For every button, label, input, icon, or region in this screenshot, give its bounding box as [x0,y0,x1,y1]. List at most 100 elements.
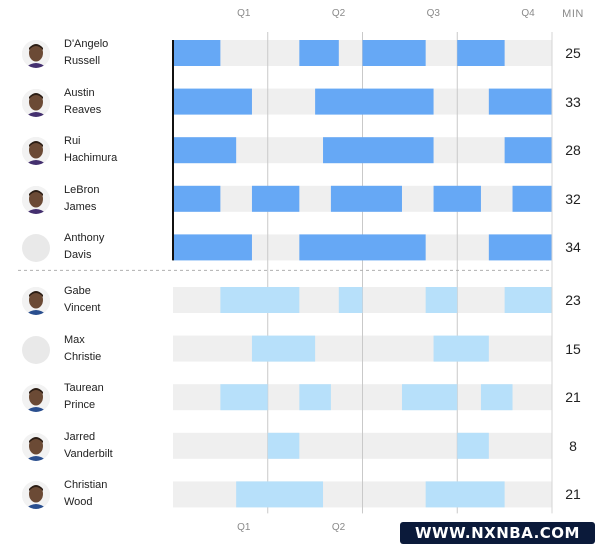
player-last-name: Vanderbilt [64,447,113,460]
player-headshot-icon [22,137,50,166]
player-last-name: Christie [64,350,102,363]
player-minutes: 23 [565,292,581,308]
player-row: Taurean Prince [22,380,172,420]
player-row: Anthony Davis [22,230,172,270]
player-name: Jarred Vanderbilt [64,429,174,463]
stint-bar [488,234,552,261]
stint-bar [425,287,458,313]
player-minutes: 25 [565,45,581,61]
stint-bar [433,185,481,212]
player-row: Austin Reaves [22,85,172,125]
stint-bar [504,137,552,164]
stint-bar [251,185,300,212]
stint-bar [362,40,426,66]
player-last-name: Hachimura [64,152,118,165]
stint-bar [504,287,552,313]
player-first-name: Anthony [64,232,105,245]
player-last-name: Prince [64,399,96,412]
stint-bar [251,335,316,362]
stint-bar [433,335,489,362]
stint-bar [220,287,300,313]
player-minutes: 34 [565,239,581,256]
player-minutes: 32 [565,190,581,207]
quarter-label-top: Q1 [237,8,251,19]
stint-bar [299,40,339,66]
stint-bar [299,384,331,411]
player-headshot-icon [22,335,50,364]
player-minutes: 21 [565,389,581,406]
player-first-name: Taurean [64,382,104,395]
stint-bar [488,88,552,115]
player-row: LeBron James [22,182,172,222]
player-name: Max Christie [64,332,174,366]
stint-bar [220,384,268,411]
stint-bar [315,88,434,115]
player-name: Rui Hachimura [64,133,174,167]
stint-bar [425,481,505,508]
player-last-name: Reaves [64,103,102,116]
player-headshot-icon [22,185,50,214]
player-name: LeBron James [64,182,174,216]
player-last-name: Davis [64,249,92,262]
stint-bar [173,40,221,66]
stint-bar [173,185,221,212]
player-minutes: 15 [565,340,581,357]
quarter-label-bottom: Q1 [237,522,251,533]
player-last-name: Russell [64,55,101,67]
player-row: Gabe Vincent [22,283,172,323]
stint-bar [236,481,324,508]
player-minutes: 8 [569,437,577,454]
quarter-label-top: Q3 [426,8,440,19]
player-first-name: Gabe [64,285,91,297]
player-first-name: Rui [64,135,81,148]
player-last-name: Wood [64,496,93,509]
player-headshot-icon [22,432,50,461]
stint-bar [338,287,363,313]
stint-bar [512,185,552,212]
stint-bar [457,40,505,66]
player-minutes: 28 [565,142,581,159]
stint-bar [173,234,252,261]
player-first-name: D'Angelo [64,38,109,50]
player-headshot-icon [22,384,50,413]
player-first-name: Austin [64,86,95,99]
player-row: Christian Wood [22,477,172,517]
player-first-name: Christian [64,479,108,492]
stint-bar [299,234,426,261]
player-headshot-icon [22,481,50,510]
player-first-name: Jarred [64,430,96,443]
stint-bar [323,137,434,164]
player-headshot-icon [22,287,50,315]
player-last-name: James [64,200,97,213]
stint-bar [173,137,237,164]
stint-bar [330,185,402,212]
player-name: Austin Reaves [64,85,174,119]
stint-bar [480,384,513,411]
minutes-header: MIN [562,8,584,20]
player-first-name: Max [64,333,85,346]
player-name: Anthony Davis [64,230,174,264]
player-minutes: 21 [565,486,581,503]
stint-bar [457,432,489,459]
quarter-label-top: Q4 [521,8,535,19]
player-name: Taurean Prince [64,380,174,414]
player-row: D'Angelo Russell [22,36,172,76]
stint-bar [401,384,458,411]
player-name: Christian Wood [64,477,174,511]
player-row: Rui Hachimura [22,133,172,173]
player-minutes: 33 [565,93,581,110]
stint-bar [267,432,300,459]
watermark: WWW.NXNBA.COM [400,522,595,544]
player-row: Jarred Vanderbilt [22,429,172,469]
stint-bar [173,88,252,115]
quarter-label-top: Q2 [331,8,346,19]
player-name: D'Angelo Russell [64,36,174,70]
player-row: Max Christie [22,332,172,372]
player-headshot-icon [22,88,50,117]
player-headshot-icon [22,234,50,263]
player-first-name: LeBron [64,183,100,196]
player-last-name: Vincent [64,302,101,314]
player-headshot-icon [22,40,50,68]
